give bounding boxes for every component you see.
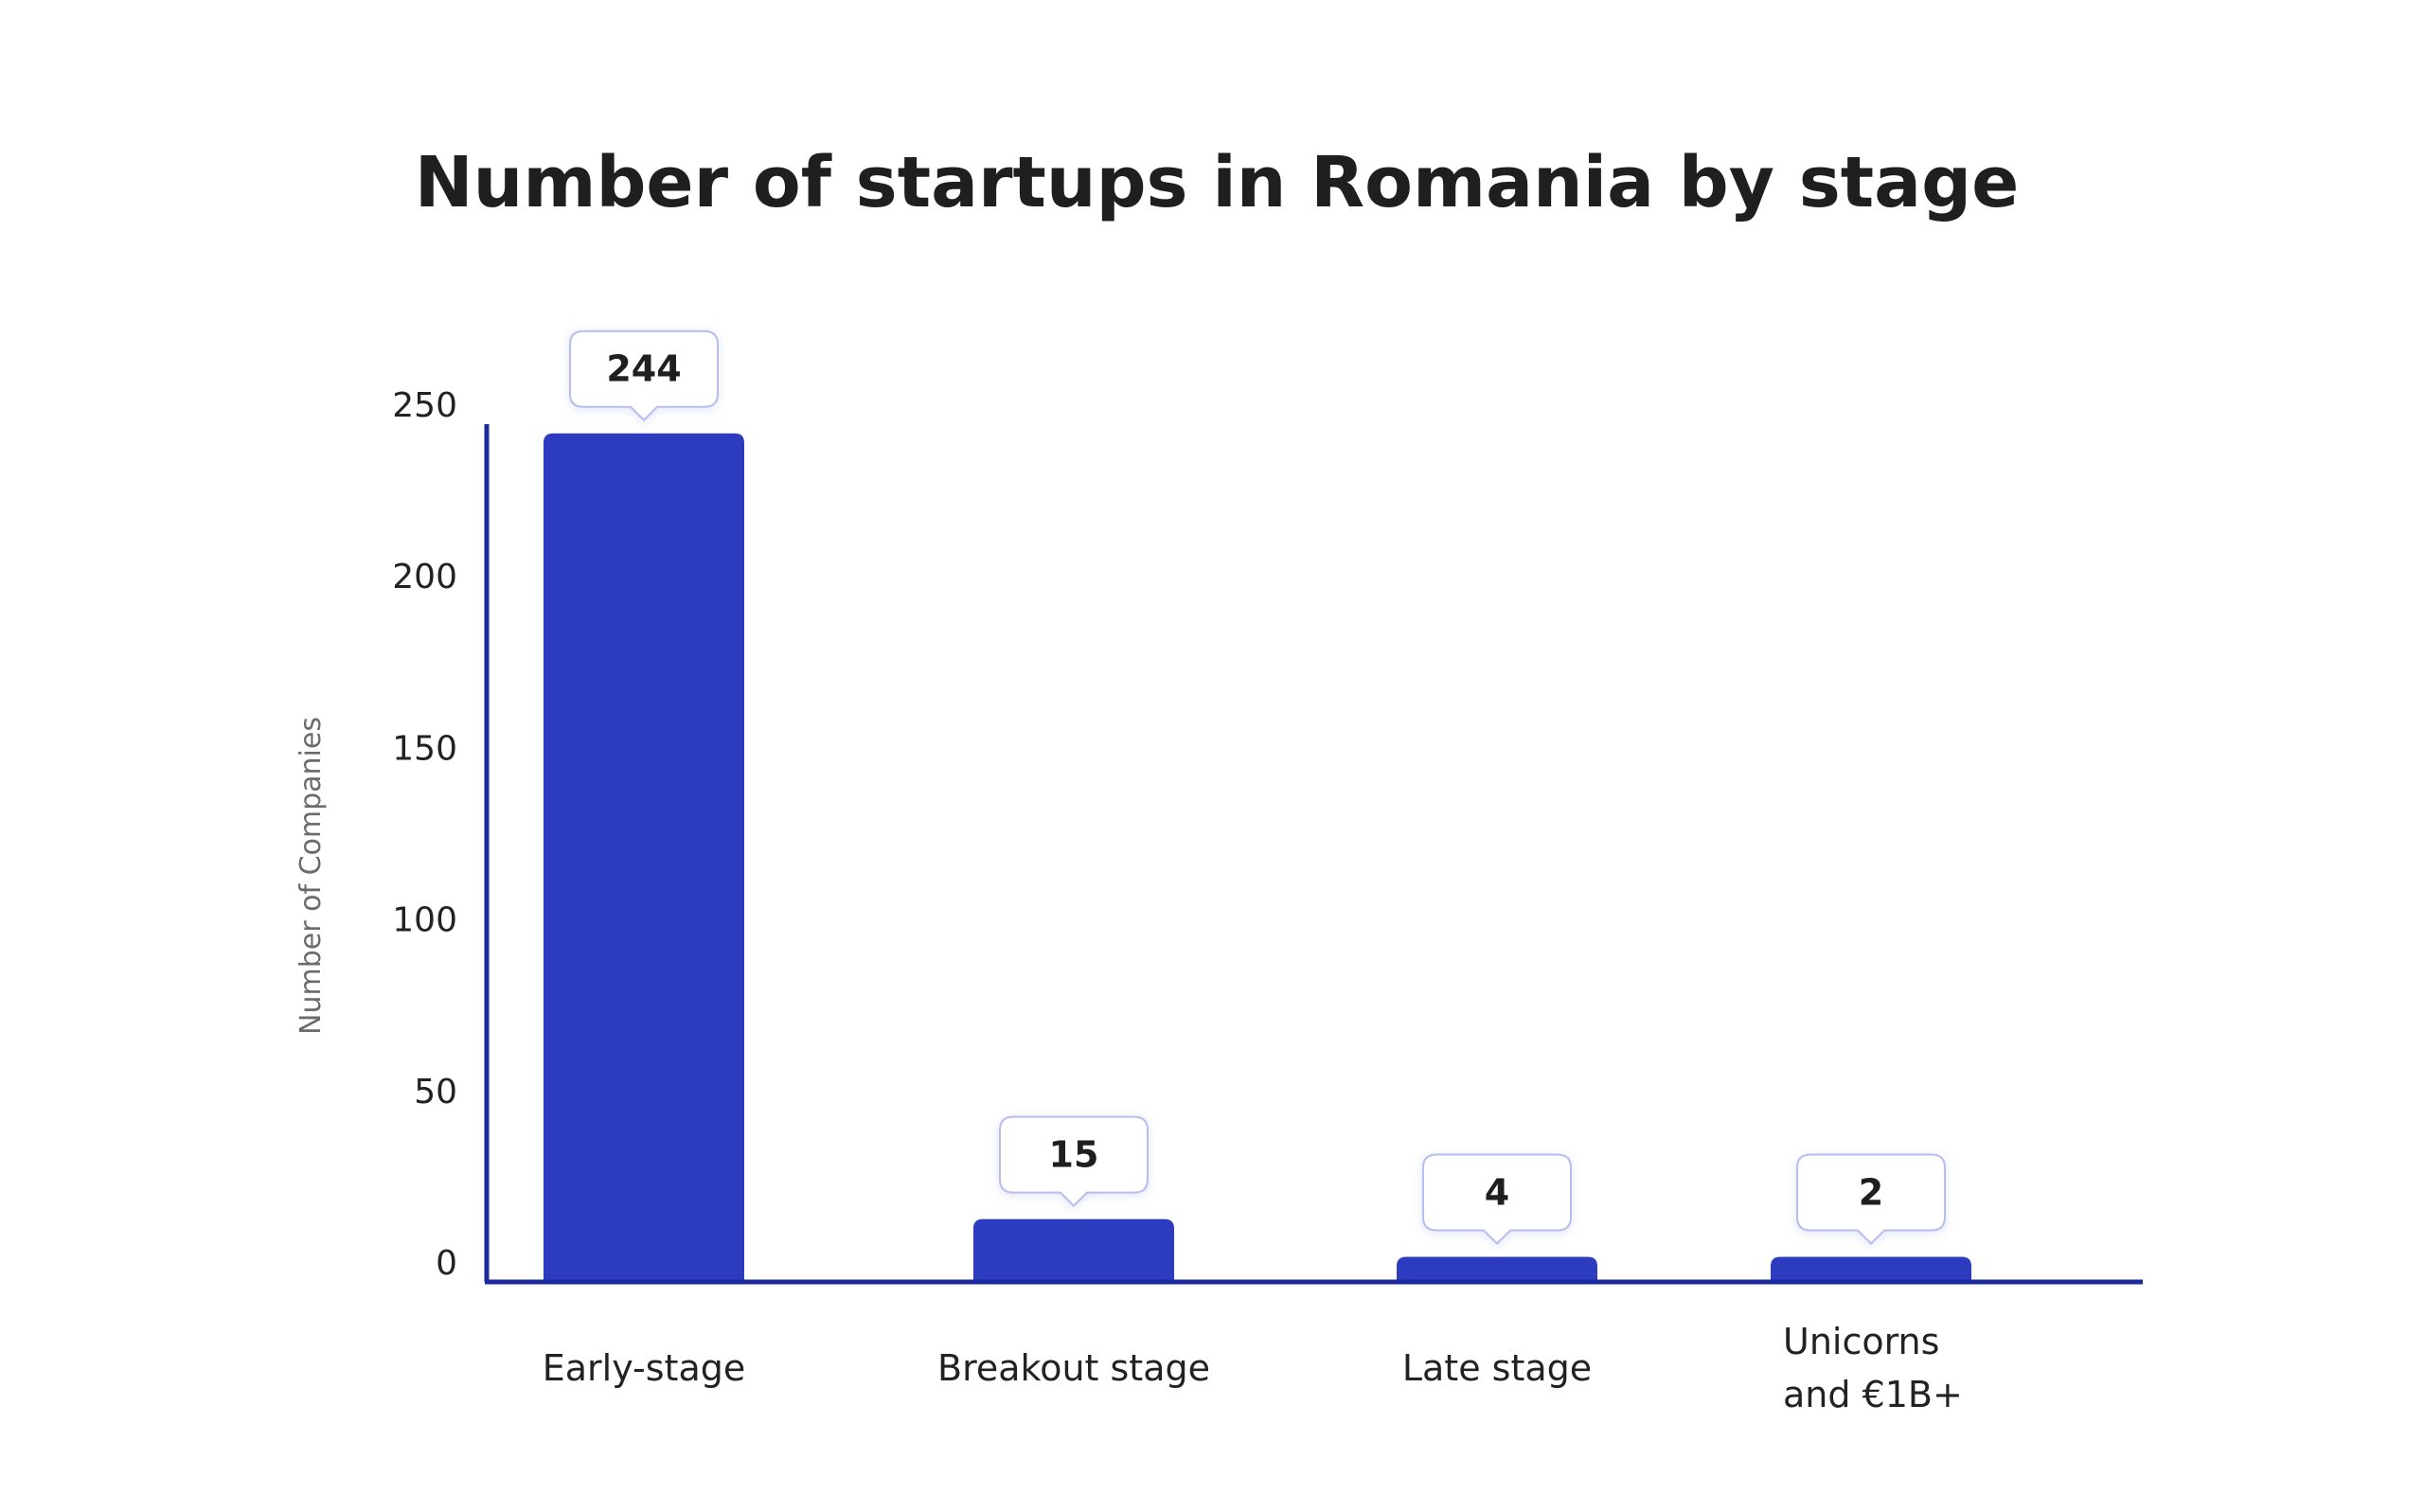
data-label: 2 [1859, 1172, 1883, 1214]
data-label: 4 [1485, 1172, 1509, 1214]
chart-title: Number of startups in Romania by stage [415, 142, 2020, 223]
bars [544, 433, 1971, 1282]
x-axis-labels: Early-stage Breakout stage Late stage Unico… [543, 1321, 1963, 1415]
data-label: 244 [606, 348, 681, 390]
y-tick-label: 50 [414, 1073, 457, 1112]
data-label: 15 [1049, 1134, 1099, 1176]
data-label-callout [1796, 1153, 1946, 1245]
y-tick-label: 250 [392, 386, 457, 425]
data-label-callout [569, 329, 719, 422]
x-tick-label: Early-stage [543, 1347, 746, 1389]
y-axis-ticks: 0 50 100 150 200 250 [392, 386, 457, 1283]
data-label-callout [999, 1115, 1149, 1208]
data-label-callout [1422, 1153, 1572, 1245]
x-tick-label: and €1B+ [1783, 1374, 1963, 1415]
y-tick-label: 200 [392, 558, 457, 596]
bar [973, 1218, 1174, 1282]
x-tick-label: Breakout stage [937, 1347, 1210, 1389]
y-axis-label: Number of Companies [294, 717, 328, 1035]
data-labels: 244 15 4 2 [569, 329, 1946, 1245]
y-tick-label: 100 [392, 901, 457, 940]
x-tick-label: Unicorns [1783, 1321, 1939, 1362]
bar [1397, 1256, 1597, 1282]
bar [1771, 1256, 1971, 1282]
y-tick-label: 0 [436, 1244, 457, 1283]
x-tick-label: Late stage [1402, 1347, 1592, 1389]
bar [544, 433, 744, 1282]
y-tick-label: 150 [392, 729, 457, 768]
